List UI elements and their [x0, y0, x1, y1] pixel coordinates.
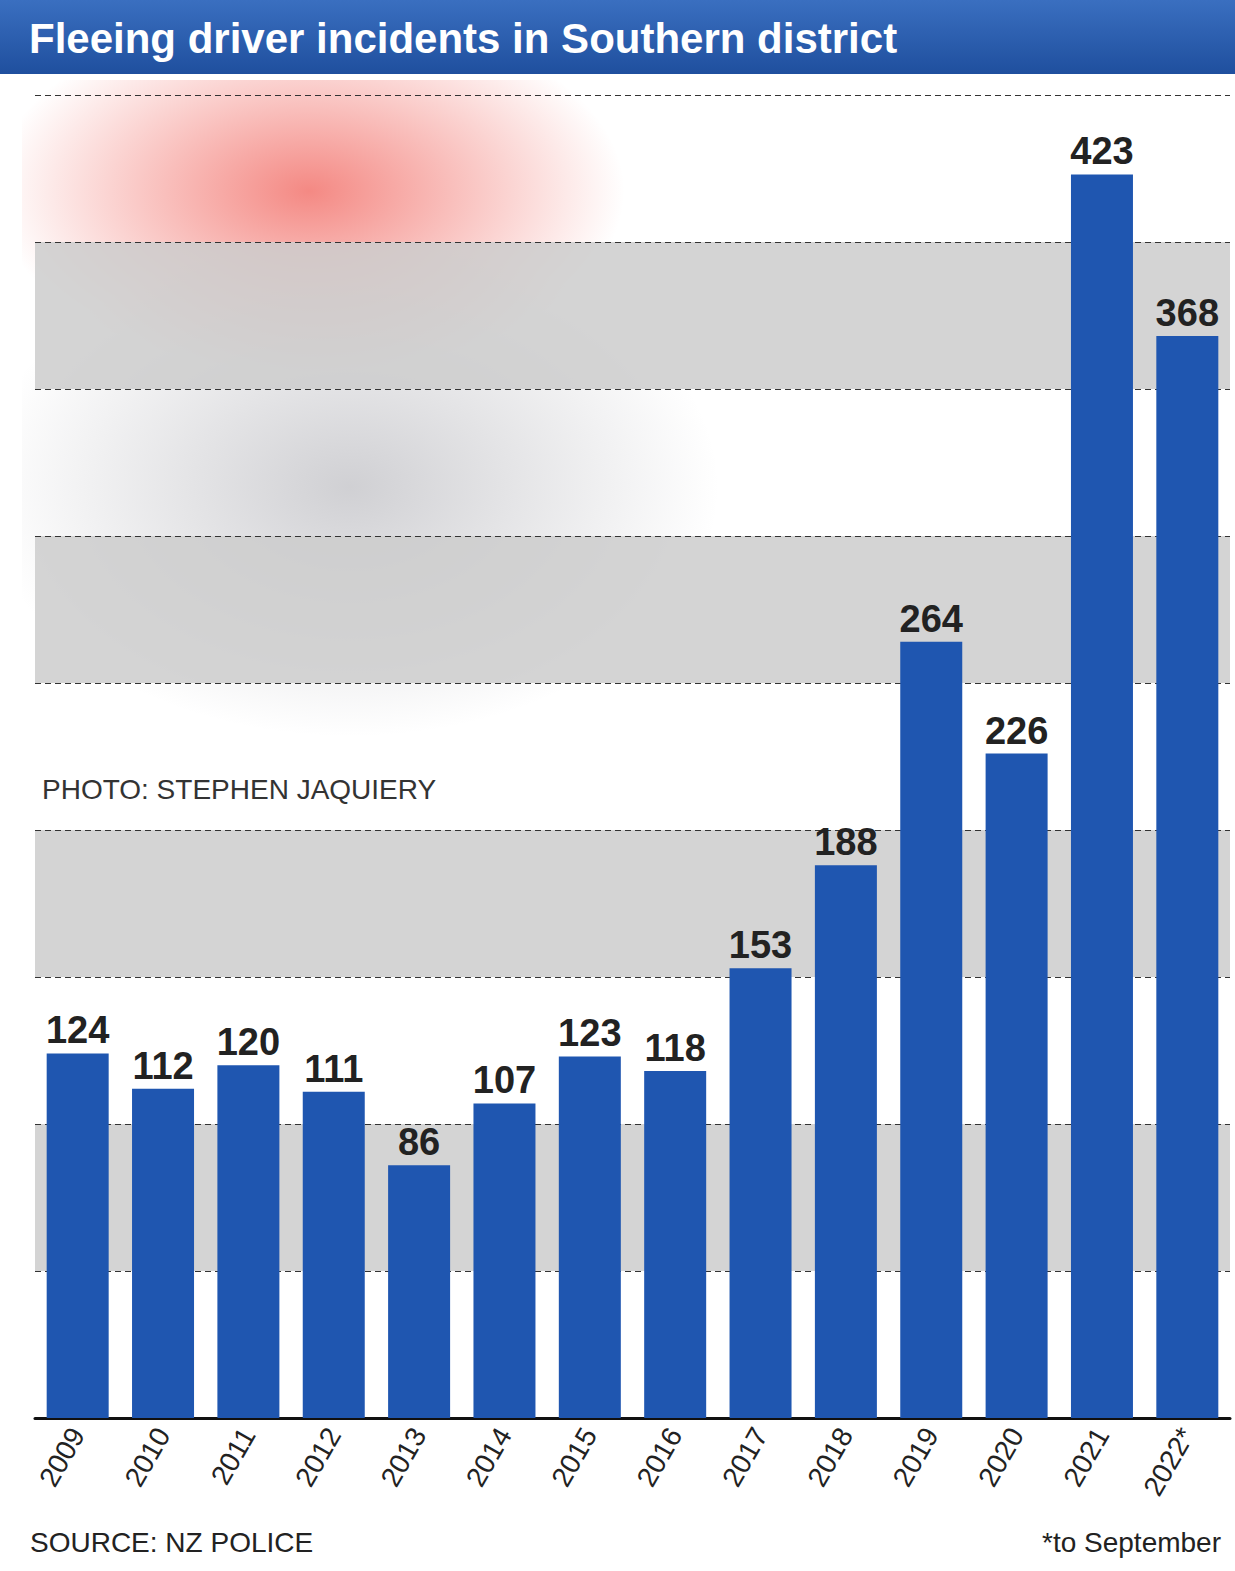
svg-text:Fleeing driver incidents in So: Fleeing driver incidents in Southern dis… — [29, 15, 897, 62]
svg-text:423: 423 — [1070, 130, 1133, 172]
svg-text:107: 107 — [473, 1059, 536, 1101]
svg-text:188: 188 — [814, 821, 877, 863]
svg-text:SOURCE: NZ POLICE: SOURCE: NZ POLICE — [30, 1527, 313, 1558]
svg-text:2019: 2019 — [887, 1422, 945, 1491]
svg-text:2022*: 2022* — [1137, 1422, 1200, 1501]
svg-text:2020: 2020 — [972, 1422, 1030, 1491]
svg-text:2010: 2010 — [118, 1422, 176, 1491]
svg-text:2017: 2017 — [716, 1422, 774, 1491]
svg-text:124: 124 — [46, 1009, 109, 1051]
svg-text:123: 123 — [558, 1012, 621, 1054]
svg-text:2011: 2011 — [205, 1422, 262, 1490]
svg-text:2012: 2012 — [289, 1422, 347, 1491]
svg-text:2015: 2015 — [545, 1422, 603, 1491]
svg-text:153: 153 — [729, 924, 792, 966]
svg-text:112: 112 — [132, 1045, 193, 1087]
svg-text:PHOTO: STEPHEN JAQUIERY: PHOTO: STEPHEN JAQUIERY — [42, 774, 436, 805]
svg-text:*to September: *to September — [1042, 1527, 1221, 1558]
svg-text:2013: 2013 — [375, 1422, 433, 1491]
svg-text:368: 368 — [1156, 292, 1219, 334]
svg-text:2016: 2016 — [631, 1422, 689, 1491]
svg-text:111: 111 — [304, 1048, 363, 1090]
svg-text:118: 118 — [645, 1027, 706, 1069]
svg-text:2018: 2018 — [801, 1422, 859, 1491]
svg-text:2021: 2021 — [1057, 1422, 1115, 1491]
svg-text:2014: 2014 — [460, 1422, 518, 1491]
svg-text:2009: 2009 — [33, 1422, 91, 1491]
svg-text:120: 120 — [217, 1021, 280, 1063]
svg-text:226: 226 — [985, 710, 1048, 752]
svg-text:86: 86 — [398, 1121, 440, 1163]
svg-text:264: 264 — [900, 598, 963, 640]
